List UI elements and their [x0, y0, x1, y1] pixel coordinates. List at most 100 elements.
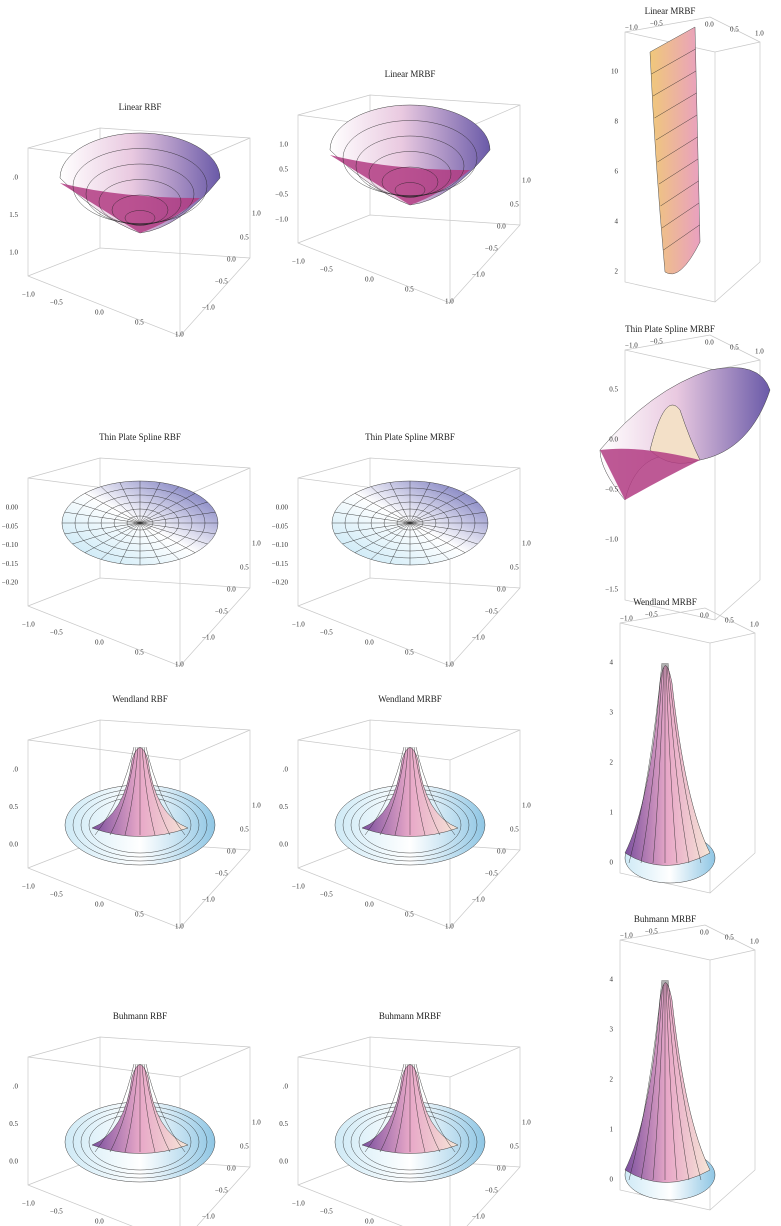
- x-tick-label: −0.5: [645, 611, 658, 619]
- plot-title: Linear MRBF: [645, 6, 696, 16]
- x-tick-label: 0.0: [365, 639, 374, 647]
- z-tick-label: 3: [610, 1026, 614, 1034]
- z-tick-label: .0: [13, 174, 19, 182]
- x-tick-label: 0.5: [730, 344, 739, 352]
- mesh-line: [655, 114, 698, 141]
- plot-title: Wendland MRBF: [633, 597, 697, 607]
- z-tick-label: .0: [283, 766, 289, 774]
- y-tick-label: 1.0: [522, 802, 531, 810]
- plot-panel: Linear RBF .0 1.5 1.0 −1.0 −0.5 0.0 0.5 1.0 1.0 0.…: [9, 102, 261, 339]
- mesh-line: [413, 746, 441, 836]
- y-tick-label: −1.0: [202, 634, 215, 642]
- z-tick-label: 1.0: [9, 249, 18, 257]
- mesh-line: [665, 979, 678, 1181]
- x-tick-label: 0.5: [405, 286, 414, 294]
- x-tick-label: 0.0: [95, 639, 104, 647]
- mesh-line: [652, 979, 665, 1181]
- z-tick-label: 1.5: [9, 211, 18, 219]
- mesh-line: [415, 746, 456, 836]
- z-tick-label: 0.5: [279, 166, 288, 174]
- x-tick-label: −1.0: [292, 258, 305, 266]
- plot-title: Linear RBF: [119, 102, 162, 112]
- mesh-line: [666, 662, 690, 864]
- z-tick-label: −1.0: [605, 536, 618, 544]
- x-tick-label: −1.0: [292, 1200, 305, 1208]
- z-tick-label: 2: [610, 1076, 614, 1084]
- y-tick-label: −0.5: [215, 1187, 228, 1195]
- x-tick-label: 1.0: [755, 348, 764, 356]
- plot-panel: Linear MRBF 10 8 6 4 2 −1.0 −0.5 0.0 0.5 1.0: [611, 6, 764, 303]
- mesh-line: [652, 70, 697, 97]
- plot-title: Thin Plate Spline MRBF: [625, 324, 715, 334]
- plot-title: Linear MRBF: [385, 69, 436, 79]
- y-tick-label: 1.0: [522, 540, 531, 548]
- x-tick-label: 0.5: [135, 319, 144, 327]
- x-tick-label: −1.0: [22, 291, 35, 299]
- plot-panel: Thin Plate Spline RBF 0.00 −0.05 −0.10 −0.15…: [2, 432, 261, 669]
- x-tick-label: 0.0: [365, 901, 374, 909]
- x-tick-label: 1.0: [445, 661, 454, 669]
- z-tick-label: 1.0: [279, 141, 288, 149]
- x-tick-label: −1.0: [22, 883, 35, 891]
- y-tick-label: −1.0: [472, 634, 485, 642]
- x-tick-label: 0.5: [730, 26, 739, 34]
- x-tick-label: −0.5: [50, 1208, 63, 1216]
- z-tick-label: 0.5: [9, 803, 18, 811]
- z-tick-label: 4: [615, 218, 619, 226]
- mesh-line: [411, 746, 426, 836]
- plot-panel: Wendland MRBF .0 0.5 0.0 −1.0 −0.5 0.0 0.5 1.0 1.…: [279, 694, 531, 931]
- x-tick-label: −1.0: [625, 24, 638, 32]
- mesh-line: [111, 194, 169, 226]
- y-tick-label: 0.0: [497, 223, 506, 231]
- mesh-line: [663, 224, 700, 251]
- mesh-line: [109, 1063, 137, 1153]
- z-tick-label: −1.0: [275, 216, 288, 224]
- x-tick-label: 1.0: [445, 923, 454, 931]
- z-tick-label: .0: [283, 1083, 289, 1091]
- x-tick-label: −0.5: [320, 1208, 333, 1216]
- x-tick-label: −0.5: [320, 891, 333, 899]
- z-tick-label: 0.00: [6, 504, 19, 512]
- y-tick-label: −1.0: [472, 271, 485, 279]
- y-tick-label: 1.0: [252, 540, 261, 548]
- surface: [624, 665, 711, 866]
- plot-panel: Linear MRBF 1.0 0.5 −0.5 −1.0 −1.0 −0.5 0.0 0.5 1…: [275, 69, 531, 306]
- z-tick-label: 0.0: [9, 841, 18, 849]
- z-tick-label: −0.05: [272, 522, 289, 530]
- mesh-line: [143, 1063, 171, 1153]
- mesh-line: [394, 1063, 409, 1153]
- x-tick-label: −0.5: [320, 266, 333, 274]
- y-tick-label: −1.0: [202, 304, 215, 312]
- x-tick-label: 1.0: [750, 938, 759, 946]
- x-tick-label: 0.0: [700, 612, 709, 620]
- mesh-line: [667, 662, 702, 864]
- x-tick-label: −0.5: [645, 928, 658, 936]
- z-tick-label: −0.20: [272, 579, 289, 587]
- plot-panel: Wendland RBF .0 0.5 0.0 −1.0 −0.5 0.0 0.5 1.0 1.0…: [9, 694, 261, 931]
- z-tick-label: 8: [615, 118, 619, 126]
- z-tick-label: 2: [615, 268, 619, 276]
- mesh-line: [628, 662, 663, 864]
- y-tick-label: −0.5: [215, 608, 228, 616]
- z-tick-label: 0.5: [279, 803, 288, 811]
- z-tick-label: 6: [615, 168, 619, 176]
- x-tick-label: 0.5: [135, 649, 144, 657]
- mesh-line: [651, 48, 696, 75]
- z-tick-label: −0.5: [275, 191, 288, 199]
- z-tick-label: 0.5: [609, 386, 618, 394]
- z-tick-label: −0.15: [2, 560, 19, 568]
- z-tick-label: −0.15: [272, 560, 289, 568]
- x-tick-label: 0.0: [365, 276, 374, 284]
- y-tick-label: 0.5: [240, 234, 249, 242]
- y-tick-label: −0.5: [485, 245, 498, 253]
- z-tick-label: 4: [610, 659, 614, 667]
- x-tick-label: −1.0: [620, 615, 633, 623]
- z-tick-label: 3: [610, 709, 614, 717]
- x-tick-label: −1.0: [22, 621, 35, 629]
- mesh-line: [657, 136, 698, 163]
- mesh-line: [72, 148, 208, 224]
- y-tick-label: 0.0: [497, 586, 506, 594]
- mesh-line: [85, 163, 195, 225]
- mesh-line: [124, 210, 156, 226]
- mesh-line: [364, 746, 405, 836]
